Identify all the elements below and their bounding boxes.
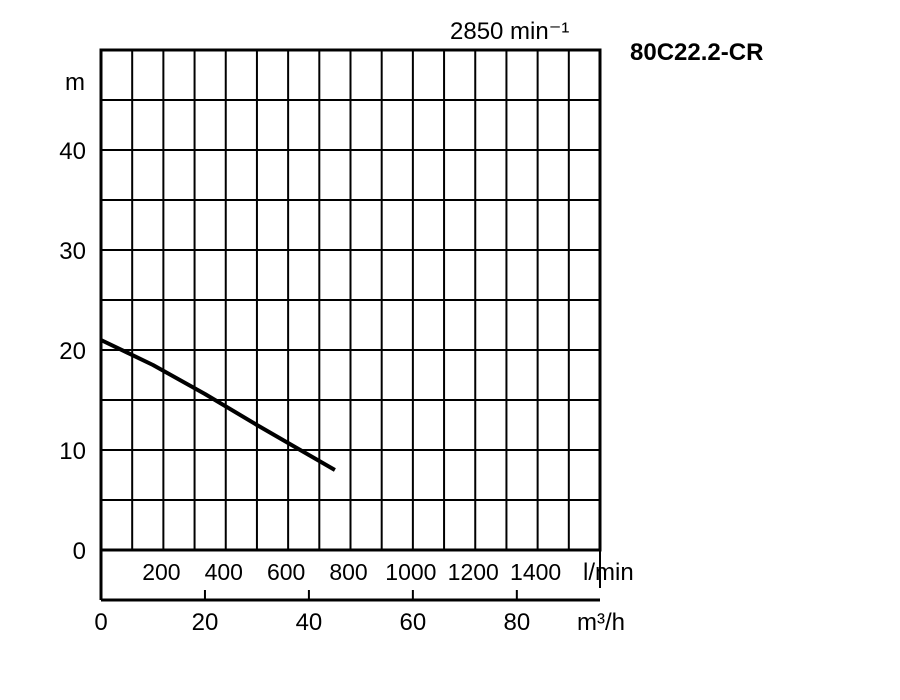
y-tick-labels: 0 10 20 30 40	[59, 138, 86, 565]
lmin-tick-label: 1000	[385, 559, 436, 585]
m3h-tick-label: 40	[296, 609, 323, 636]
lmin-axis-unit: l/min	[583, 559, 634, 586]
y-tick-label: 40	[59, 138, 86, 165]
y-axis-unit: m	[65, 69, 85, 96]
flow-axis-box	[99, 550, 601, 602]
m3h-tick-label: 20	[192, 609, 219, 636]
speed-label: 2850 min⁻¹	[450, 18, 569, 45]
lmin-tick-label: 200	[142, 559, 180, 585]
m3h-tick-labels: 0 20 40 60 80	[94, 609, 530, 636]
y-tick-label: 20	[59, 338, 86, 365]
y-tick-label: 0	[73, 538, 86, 565]
lmin-tick-label: 600	[267, 559, 305, 585]
m3h-tick-label: 60	[400, 609, 427, 636]
m3h-axis-unit: m³/h	[577, 609, 625, 636]
lmin-tick-labels: 200 400 600 800 1000 1200 1400	[142, 559, 561, 585]
m3h-tick-label: 80	[503, 609, 530, 636]
plot-frame	[99, 48, 602, 552]
m3h-tick-label: 0	[94, 609, 107, 636]
pump-curve-line	[100, 338, 336, 472]
grid	[101, 50, 600, 550]
lmin-tick-label: 1200	[448, 559, 499, 585]
lmin-tick-label: 1400	[510, 559, 561, 585]
y-tick-label: 30	[59, 238, 86, 265]
lmin-tick-label: 400	[205, 559, 243, 585]
curve-layer	[100, 338, 336, 472]
chart-title: 80C22.2-CR	[630, 39, 763, 66]
y-tick-label: 10	[59, 438, 86, 465]
lmin-tick-label: 800	[329, 559, 367, 585]
